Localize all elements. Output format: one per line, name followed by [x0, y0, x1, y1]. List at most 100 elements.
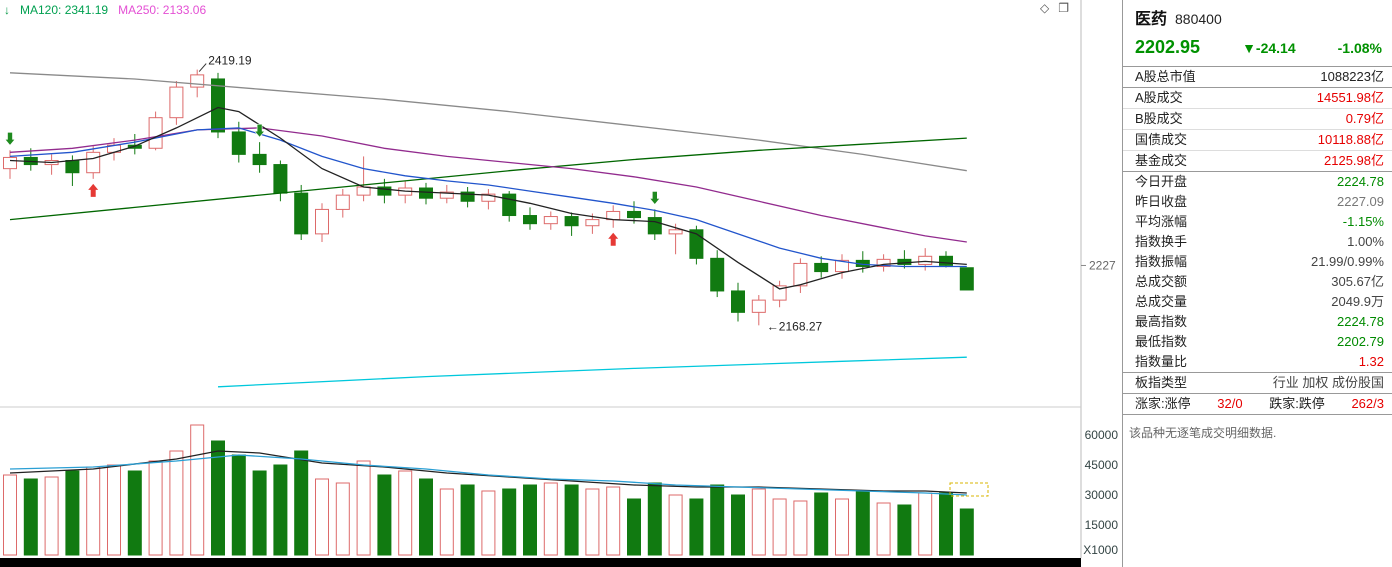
stat-value: 1088223亿 — [1320, 69, 1384, 84]
volume-bar — [731, 494, 745, 556]
volume-axis-label: 60000 — [1085, 428, 1119, 442]
stat-label: 基金成交 — [1135, 153, 1188, 168]
volume-ma-black-line — [9, 450, 967, 494]
chart-panel: ↓ MA120: 2341.19 MA250: 2133.06 ◇ ❐ 2419… — [0, 0, 1122, 567]
quote-stat-row: 板指类型 行业 加权 成份股国 — [1123, 373, 1392, 394]
trough-annotation: ←2168.27 — [767, 319, 823, 333]
candle-body — [356, 186, 371, 196]
volume-bar — [564, 484, 579, 556]
volume-bar — [398, 470, 413, 556]
quote-stat-row: 指数量比 1.32 — [1123, 352, 1392, 373]
candle-body — [523, 215, 537, 225]
last-price: 2202.95 — [1135, 37, 1201, 57]
volume-bar — [855, 490, 870, 556]
candle-body — [564, 216, 579, 227]
selection-box — [949, 482, 989, 497]
volume-bar — [190, 424, 205, 556]
timeline-strip[interactable] — [0, 558, 1081, 567]
candle-body — [502, 193, 517, 217]
stat-label: 今日开盘 — [1135, 174, 1188, 189]
stat-value: 2125.98亿 — [1324, 153, 1384, 168]
volume-bar — [939, 492, 953, 556]
stat-value: -1.15% — [1342, 214, 1384, 229]
ma250-label: MA250: 2133.06 — [118, 3, 207, 17]
stat-label: 国债成交 — [1135, 132, 1188, 147]
price-change-percent: -1.08% — [1337, 40, 1382, 56]
stat-value: 21.99/0.99% — [1310, 254, 1384, 269]
candle-body — [335, 194, 350, 210]
stat-label: 指数量比 — [1135, 354, 1188, 369]
candle-body — [710, 257, 725, 292]
volume-axis-label: 45000 — [1085, 458, 1119, 472]
volume-bar — [959, 508, 974, 556]
quote-stat-row: 今日开盘 2224.78 — [1123, 172, 1392, 192]
candle-body — [3, 156, 17, 170]
candle-body — [294, 192, 309, 235]
down-arrow-icon: ↓ — [4, 3, 10, 17]
candle-body — [793, 262, 808, 287]
quote-stat-row: A股总市值 1088223亿 — [1123, 67, 1392, 88]
stat-label: A股总市值 — [1135, 69, 1196, 84]
volume-bar — [647, 482, 662, 556]
stat-value: 1.00% — [1347, 234, 1384, 249]
volume-bar — [127, 470, 142, 556]
decliners-value: 262/3 — [1351, 396, 1384, 411]
ma120-label: MA120: 2341.19 — [20, 3, 109, 17]
quote-stat-row: 最低指数 2202.79 — [1123, 332, 1392, 352]
window-icon[interactable]: ❐ — [1058, 1, 1069, 15]
candle-body — [419, 187, 433, 199]
diamond-icon[interactable]: ◇ — [1040, 1, 1050, 15]
green-ma120-line — [9, 137, 967, 221]
quote-stat-row: 最高指数 2224.78 — [1123, 312, 1392, 332]
volume-bar — [335, 482, 350, 556]
volume-bar — [814, 492, 829, 556]
candle-body — [731, 290, 745, 313]
volume-bar — [23, 478, 38, 556]
stat-label: 板指类型 — [1135, 375, 1188, 390]
volume-bar — [460, 484, 475, 556]
candle-body — [918, 255, 933, 265]
quote-stat-row: 国债成交 10118.88亿 — [1123, 130, 1392, 151]
quote-panel: 医药 880400 2202.95 ▼-24.14 -1.08% A股总市值 108… — [1122, 0, 1392, 567]
volume-bar — [835, 498, 849, 556]
volume-axis-label: 15000 — [1085, 518, 1119, 532]
candle-body — [65, 159, 80, 174]
candle-body — [585, 219, 600, 227]
quote-stat-row: 总成交量 2049.9万 — [1123, 292, 1392, 312]
stat-value: 305.67亿 — [1331, 274, 1384, 289]
cyan-ma250-line — [217, 356, 967, 388]
stat-value: 14551.98亿 — [1316, 90, 1384, 105]
stat-label: B股成交 — [1135, 111, 1183, 126]
advance-decline-row: 涨家:涨停 32/0 跌家:跌停 262/3 — [1123, 394, 1392, 415]
stat-value: 行业 加权 成份股国 — [1272, 375, 1384, 390]
stat-label: 指数换手 — [1135, 234, 1188, 249]
candle-body — [273, 164, 288, 194]
candlestick-chart-canvas[interactable]: 2419.19 ←2168.27 2227 60000 45000 30000 15000 X… — [0, 0, 1122, 567]
candle-body — [876, 258, 891, 267]
quote-stat-row: 总成交额 305.67亿 — [1123, 272, 1392, 292]
volume-bar — [439, 488, 454, 556]
volume-bar — [772, 498, 787, 556]
candle-body — [668, 229, 683, 235]
sell-arrow-down-icon — [253, 123, 266, 138]
stat-label: 总成交量 — [1135, 294, 1188, 309]
no-tick-data-message: 该品种无逐笔成交明细数据. — [1129, 426, 1277, 440]
volume-bar — [710, 484, 725, 556]
candle-body — [315, 208, 329, 235]
stock-code: 880400 — [1175, 11, 1222, 27]
volume-bar — [294, 450, 309, 556]
stat-label: 平均涨幅 — [1135, 214, 1188, 229]
volume-bar — [107, 464, 121, 556]
volume-bar — [419, 478, 433, 556]
volume-bar — [751, 488, 766, 556]
candle-body — [481, 193, 496, 202]
peak-pointer-line — [198, 63, 207, 72]
volume-bar — [65, 470, 80, 556]
stat-value: 10118.88亿 — [1317, 132, 1384, 147]
volume-bar — [252, 470, 267, 556]
volume-bar — [231, 454, 246, 556]
volume-bar — [169, 450, 184, 556]
purple-ma-line — [9, 127, 967, 243]
stat-value: 0.79亿 — [1345, 111, 1384, 126]
